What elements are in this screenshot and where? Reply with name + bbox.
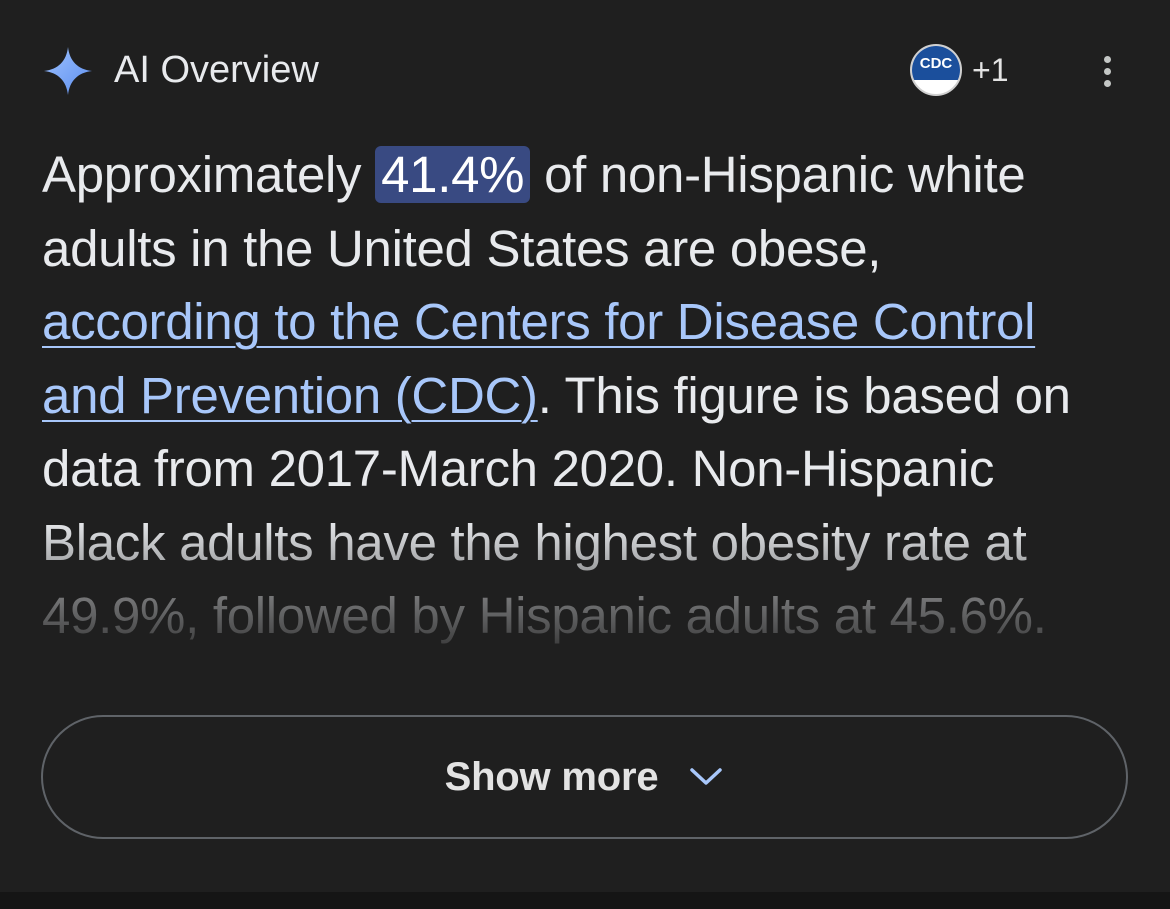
cdc-citation-link[interactable]: according to the Centers for Disease Con… — [42, 293, 1036, 424]
overview-text-middle: of non-Hispanic white adults in the Unit… — [42, 146, 1026, 277]
bottom-bar — [0, 892, 1170, 909]
chevron-down-icon — [690, 768, 723, 785]
more-vert-icon — [1103, 55, 1111, 63]
ai-overview-header: AI Overview CDC +1 — [42, 40, 1132, 100]
cdc-logo-text: CDC — [912, 46, 960, 80]
show-more-label: Show more — [444, 754, 659, 799]
cdc-logo: CDC — [910, 44, 962, 96]
source-count: +1 — [972, 51, 1009, 88]
overview-text: Approximately 41.4% of non-Hispanic whit… — [42, 138, 1102, 653]
ai-overview-title: AI Overview — [114, 49, 319, 91]
sparkle-icon — [44, 47, 92, 95]
overview-text-intro: Approximately — [42, 146, 376, 203]
highlighted-statistic: 41.4% — [375, 146, 531, 203]
more-options-button[interactable] — [1090, 46, 1124, 96]
sources-button[interactable]: CDC +1 — [910, 43, 1008, 97]
show-more-button[interactable]: Show more — [41, 715, 1128, 839]
